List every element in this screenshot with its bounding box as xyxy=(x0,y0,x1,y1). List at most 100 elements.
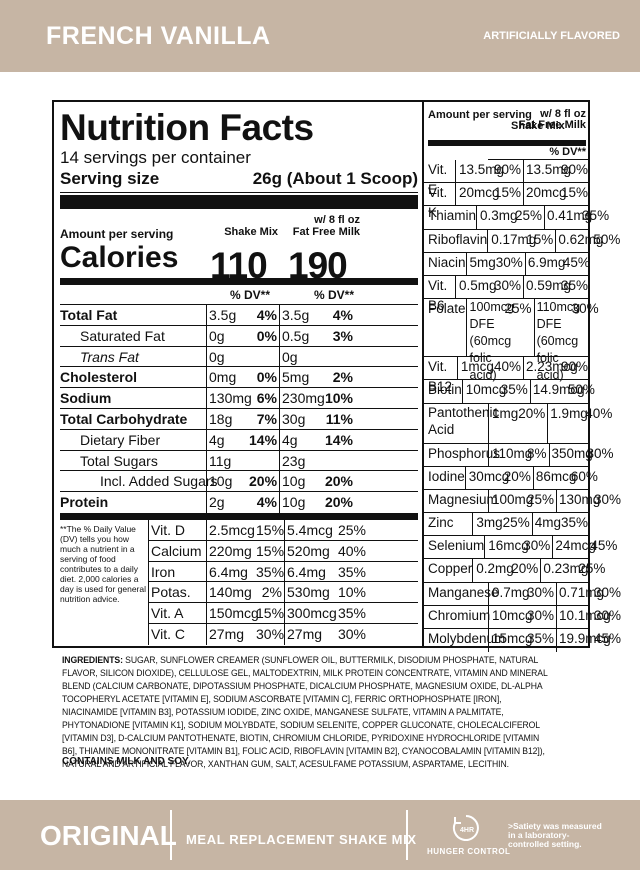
shake-dv: 0% xyxy=(256,369,277,386)
shake-amount: 1mcg xyxy=(456,357,494,380)
shake-dv: 30% xyxy=(527,584,555,600)
vitamin-name: Vit. C xyxy=(148,623,206,645)
nutrient-name: Dietary Fiber xyxy=(80,431,161,448)
vitamin-row: Selenium 16mcg 30% 24mcg 45% xyxy=(424,536,617,560)
shake-amount: 5mg xyxy=(465,252,496,275)
nutrient-row: Total Carbohydrate 18g 7% 30g 11% xyxy=(60,408,418,430)
right-col2-head: w/ 8 fl oz Fat Free Milk xyxy=(519,109,586,131)
milk-amount: 0.5g xyxy=(279,325,322,346)
vitamin-name: Niacin xyxy=(428,254,466,270)
shake-dv: 25% xyxy=(515,208,543,224)
shake-dv: 4% xyxy=(256,494,277,511)
right-dv-head: % DV** xyxy=(488,146,590,160)
shake-dv: 15% xyxy=(256,521,285,538)
hunger-control-label: HUNGER CONTROL xyxy=(427,847,511,856)
shake-dv: 35% xyxy=(500,382,528,398)
milk-amount: 0.62mg xyxy=(555,229,603,252)
calories-shake: 110 xyxy=(210,245,268,286)
footer-band: ORIGINAL MEAL REPLACEMENT SHAKE MIX 4HR … xyxy=(0,800,640,870)
nutrient-name: Trans Fat xyxy=(80,348,139,365)
milk-dv: 20% xyxy=(324,494,353,511)
vitamin-name: Riboflavin xyxy=(428,231,488,247)
vitamin-name: Magnesium xyxy=(428,491,498,507)
milk-dv: 35% xyxy=(582,208,610,224)
flavor-title: FRENCH VANILLA xyxy=(46,22,271,50)
milk-dv: 35% xyxy=(560,515,588,531)
vitamin-name: Chromium xyxy=(428,607,491,623)
shake-dv: 2% xyxy=(261,584,282,601)
vitamin-row: Riboflavin 0.17mg 15% 0.62mg 50% xyxy=(424,229,620,253)
amount-per-serving: Amount per serving xyxy=(60,227,174,241)
vitamin-row: Folate 100mcg DFE (60mcg folic acid) 25% 11… xyxy=(424,299,599,382)
satiety-note: >Satiety was measured in a laboratory-co… xyxy=(508,821,602,849)
vitamin-row: Thiamin 0.3mg 25% 0.41mg 35% xyxy=(424,206,609,230)
shake-dv: 20% xyxy=(503,468,531,484)
milk-dv: 60% xyxy=(570,468,598,484)
milk-amount: 5mg xyxy=(279,367,322,388)
footer-divider xyxy=(170,810,172,860)
milk-amount: 1.9mg xyxy=(547,403,588,443)
right-header: Amount per serving Shake Mix w/ 8 fl oz … xyxy=(424,102,590,140)
brand-label: ORIGINAL xyxy=(40,820,177,851)
shake-dv: 15% xyxy=(256,542,285,559)
vitamin-row: Pantothenic Acid 1mg 20% 1.9mg 40% xyxy=(424,403,612,444)
shake-amount: 0.5mg xyxy=(454,275,496,299)
vitamin-name: Thiamin xyxy=(428,208,477,224)
milk-dv: 30% xyxy=(594,584,622,600)
milk-amount: 86mcg xyxy=(532,466,576,489)
nutrient-name: Cholesterol xyxy=(60,369,138,386)
shake-amount: 0.17mg xyxy=(487,229,536,252)
milk-dv: 35% xyxy=(337,563,366,580)
vitamin-name: Vit. K xyxy=(428,185,448,221)
shake-dv: 15% xyxy=(526,231,554,247)
nutrient-row: Total Fat 3.5g 4% 3.5g 4% xyxy=(60,305,418,326)
nutrient-row: Saturated Fat 0g 0% 0.5g 3% xyxy=(60,325,418,347)
milk-dv: 10% xyxy=(324,390,353,407)
nutrient-row: Dietary Fiber 4g 14% 4g 14% xyxy=(60,429,418,451)
vitamin-name: Manganese xyxy=(428,584,499,600)
vitamin-row: Vit. A 150mcg 15% 300mcg 35% xyxy=(148,603,418,624)
shake-amount: 0.7mg xyxy=(488,582,530,605)
serving-size-label: Serving size xyxy=(60,169,160,188)
milk-dv: 4% xyxy=(332,307,353,323)
milk-amount: 30g xyxy=(279,408,322,429)
shake-amount: 3.5g xyxy=(206,305,249,325)
vitamin-row: Vit. B12 1mcg 40% 2.23mcg 90% xyxy=(424,357,590,394)
milk-amount: 0g xyxy=(279,346,322,367)
shake-dv: 30% xyxy=(495,254,523,270)
shake-dv: 30% xyxy=(523,538,551,554)
vitamin-row: Vit. D 2.5mcg 15% 5.4mcg 25% xyxy=(148,519,418,541)
shake-dv: 35% xyxy=(527,631,555,646)
milk-amount: 24mcg xyxy=(552,536,596,559)
shake-amount: 140mg xyxy=(206,582,256,603)
vitamin-name: Potas. xyxy=(148,582,206,603)
facts-title: Nutrition Facts xyxy=(60,107,314,148)
shake-amount: 10mcg xyxy=(488,605,533,628)
milk-dv: 45% xyxy=(590,538,618,554)
facts-left: Nutrition Facts 14 servings per containe… xyxy=(60,108,418,645)
shake-amount: 150mcg xyxy=(206,603,259,623)
milk-dv: 40% xyxy=(337,542,366,559)
vitamin-row: Biotin 10mcg 35% 14.9mcg 50% xyxy=(424,380,595,404)
shake-amount: 110mg xyxy=(488,443,532,466)
vitamin-name: Vit. A xyxy=(148,603,206,623)
nutrient-name: Total Carbohydrate xyxy=(60,410,188,427)
vitamin-name: Vit. D xyxy=(148,519,206,540)
vitamin-name: Calcium xyxy=(148,540,206,561)
dv-head-1: % DV** xyxy=(230,288,271,302)
flavor-note: ARTIFICIALLY FLAVORED xyxy=(483,30,620,42)
shake-amount: 30mcg xyxy=(464,466,509,489)
vitamin-row: Chromium 10mcg 30% 10.1mcg 30% xyxy=(424,605,621,629)
shake-amount: 10g xyxy=(206,471,249,492)
col1-head: Shake Mix xyxy=(224,226,278,238)
vitamin-name: Folate xyxy=(428,301,466,317)
thick-rule xyxy=(60,195,418,209)
vitamin-row: Iron 6.4mg 35% 6.4mg 35% xyxy=(148,561,418,583)
bottom-block: **The % Daily Value (DV) tells you how m… xyxy=(60,519,418,645)
vitamin-row: Niacin 5mg 30% 6.9mg 45% xyxy=(424,252,590,276)
milk-dv: 30% xyxy=(337,625,366,642)
shake-amount: 0g xyxy=(206,325,249,346)
milk-amount: 23g xyxy=(279,450,322,471)
milk-amount: 5.4mcg xyxy=(284,519,336,540)
shake-amount: 6.4mg xyxy=(206,561,256,582)
